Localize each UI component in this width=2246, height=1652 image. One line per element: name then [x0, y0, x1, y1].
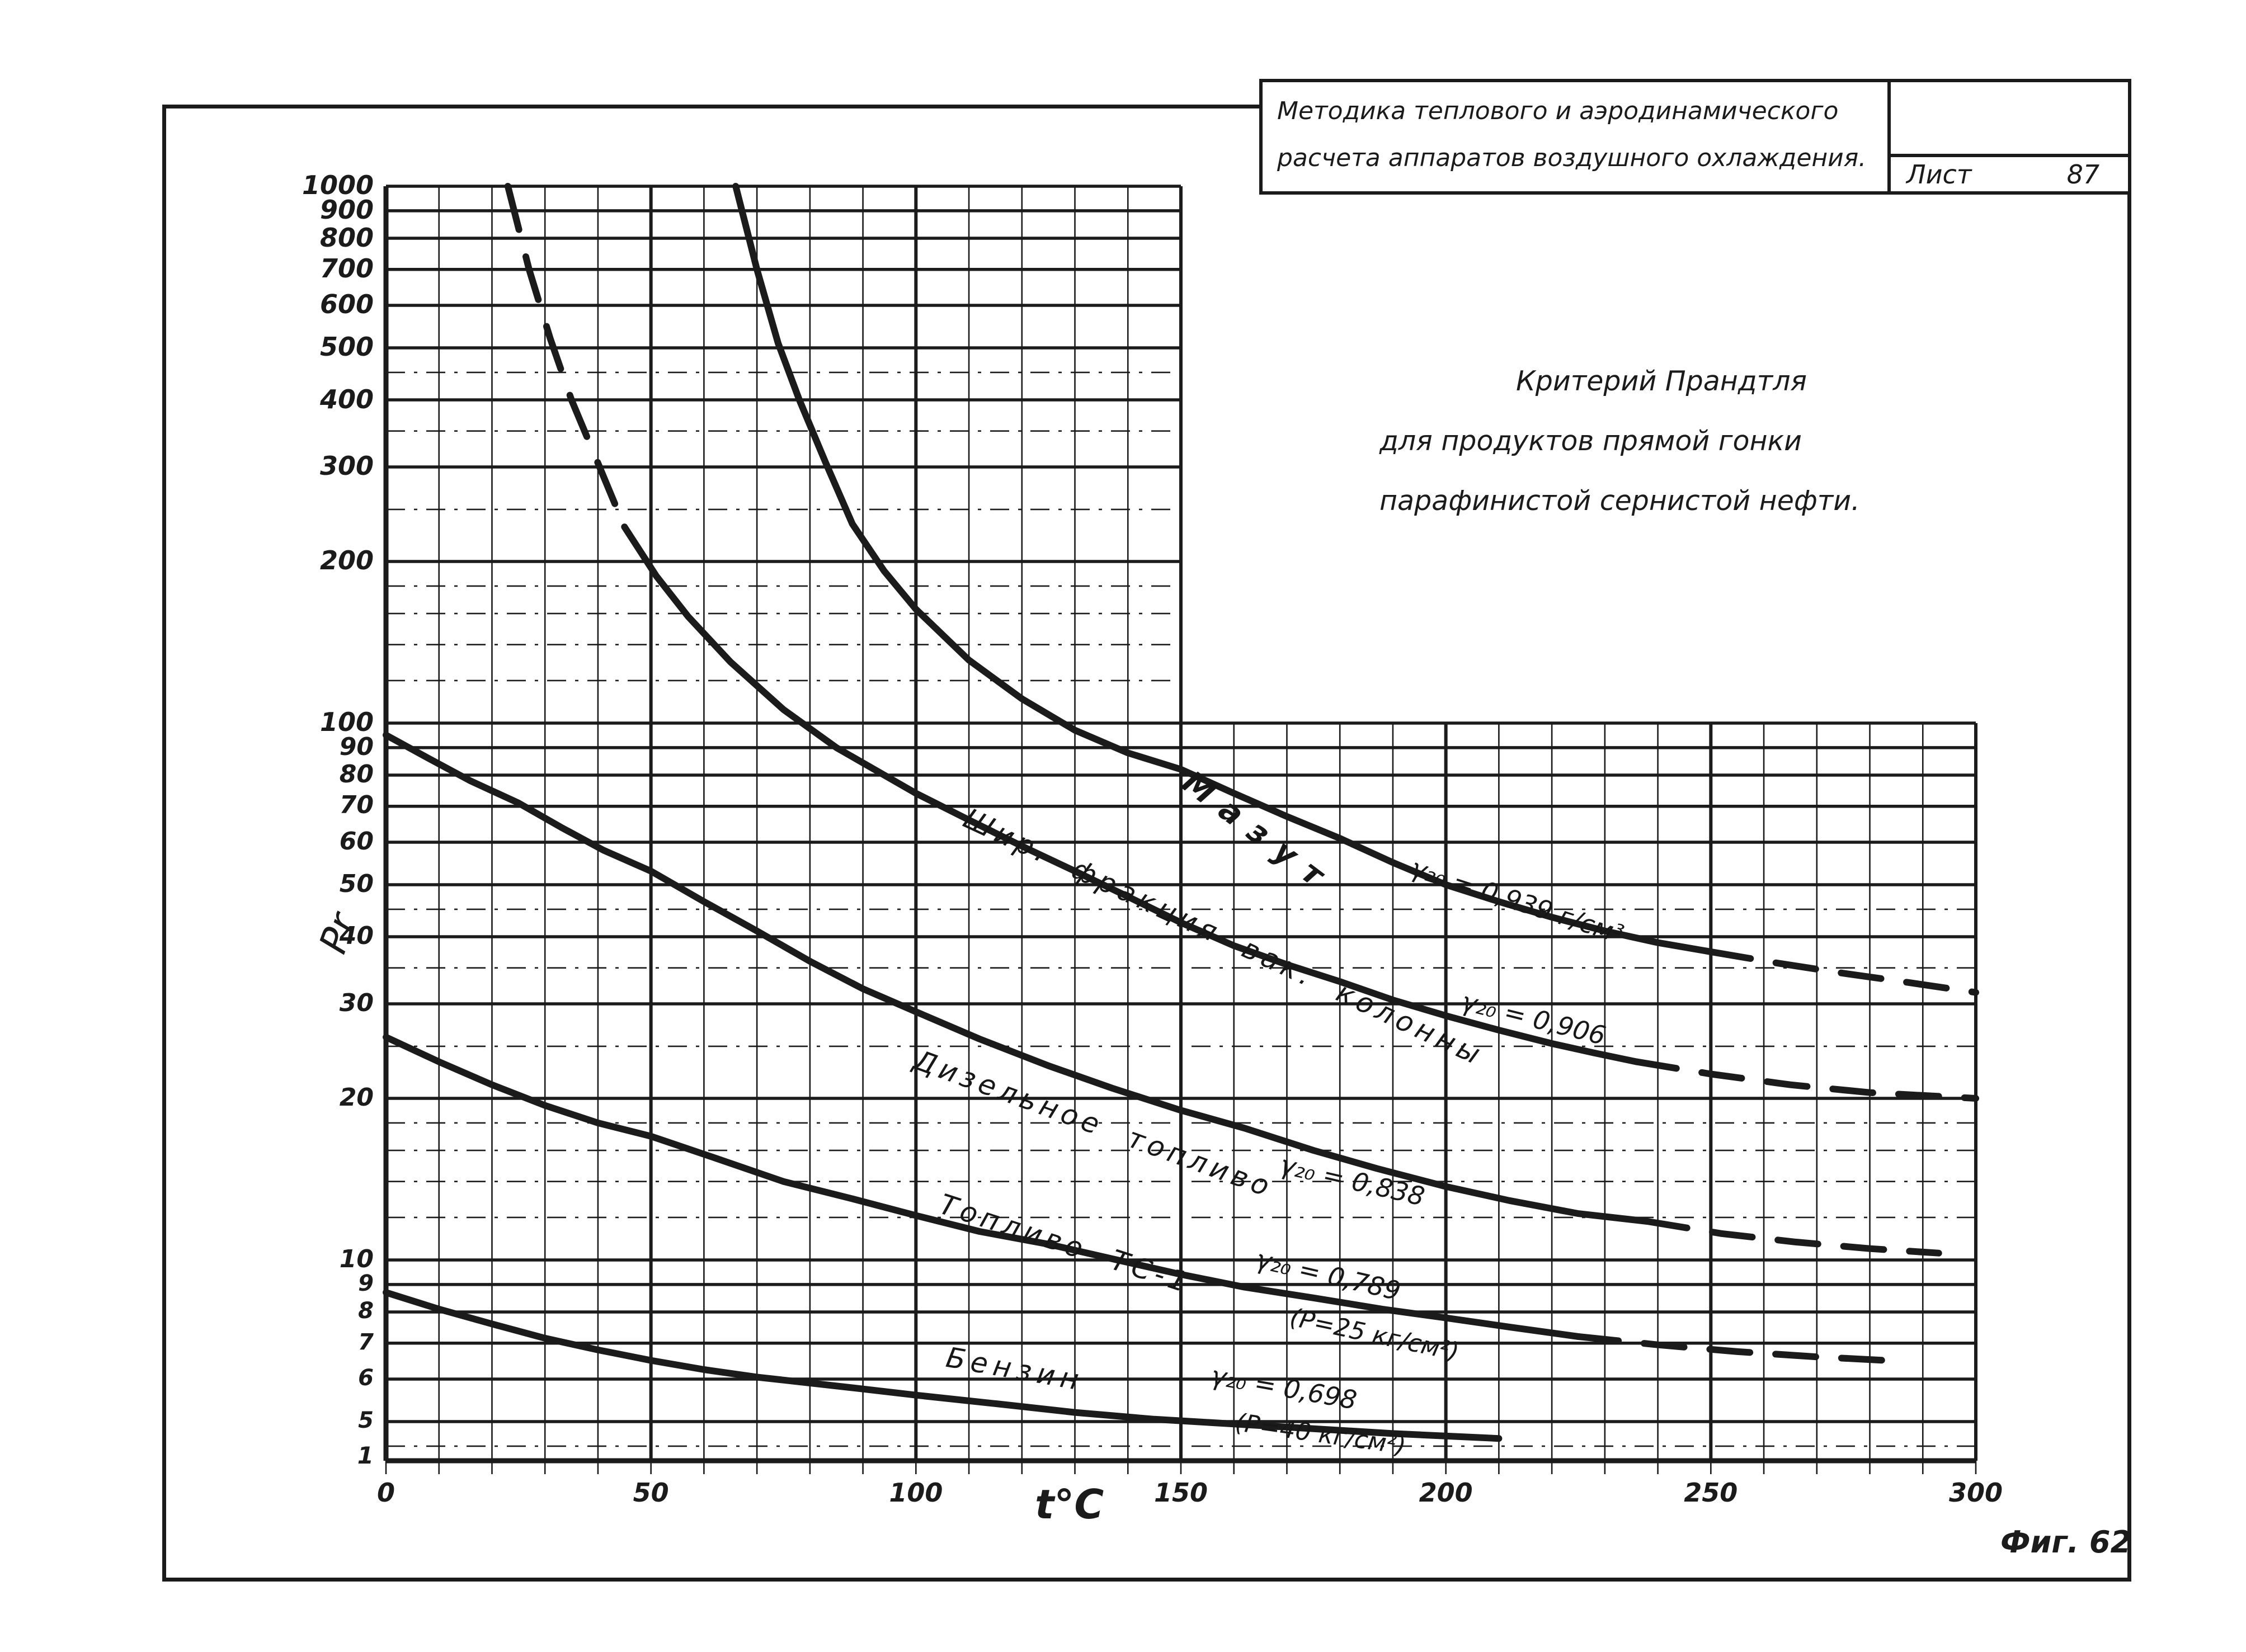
y-tick-label-60: 60: [339, 827, 374, 856]
curve-solid-2: [383, 731, 1651, 1225]
curve-solid-1: [621, 523, 1640, 1065]
y-tick-label-8: 8: [358, 1298, 374, 1324]
y-tick-label-400: 400: [319, 384, 374, 414]
y-tick-label-600: 600: [319, 289, 374, 320]
y-tick-label-90: 90: [339, 732, 374, 761]
x-tick-label-150: 150: [1153, 1478, 1208, 1508]
y-tick-label-bottom: 1: [357, 1442, 374, 1469]
x-tick-label-0: 0: [376, 1478, 395, 1508]
chart-title-line1: Критерий Прандтля: [1515, 365, 1807, 397]
x-axis-label: t°C: [1035, 1481, 1104, 1528]
sheet-number-row: Лист 87: [1891, 157, 2128, 191]
y-tick-label-80: 80: [339, 759, 374, 789]
sheet-label: Лист: [1906, 159, 1972, 190]
figure-caption: Фиг. 62: [2000, 1524, 2132, 1560]
curve-dashed-0: [1707, 948, 1979, 996]
y-tick-label-700: 700: [319, 253, 374, 284]
y-tick-label-800: 800: [319, 222, 374, 253]
y-tick-label-7: 7: [358, 1329, 374, 1355]
curve-dashed-3: [1575, 1333, 1889, 1364]
chart-title: Критерий Прандтля для продуктов прямой г…: [1376, 351, 1947, 531]
y-tick-label-30: 30: [339, 988, 374, 1017]
curve-lead-dashed-1: [504, 183, 628, 531]
y-tick-label-9: 9: [358, 1271, 374, 1297]
curve-dashed-2: [1644, 1218, 1942, 1257]
curve-solid-4: [383, 1289, 1503, 1442]
method-title-line2: расчета аппаратов воздушного охлаждения.: [1277, 144, 1867, 172]
curve-solid-0: [732, 183, 1715, 955]
y-tick-label-5: 5: [358, 1408, 374, 1434]
y-tick-label-200: 200: [319, 545, 374, 576]
title-block: Методика теплового и аэродинамического р…: [1259, 79, 2131, 195]
method-title-line1: Методика теплового и аэродинамического: [1277, 97, 1839, 125]
x-tick-label-200: 200: [1419, 1478, 1473, 1508]
y-tick-label-20: 20: [339, 1083, 374, 1112]
x-tick-label-100: 100: [889, 1478, 943, 1508]
sheet-number: 87: [2066, 159, 2100, 190]
title-block-sheet-cell: Лист 87: [1891, 82, 2128, 191]
y-tick-label-50: 50: [339, 869, 374, 898]
chart-title-line2: для продуктов прямой гонки: [1379, 425, 1802, 457]
title-block-description-cell: Методика теплового и аэродинамического р…: [1263, 82, 1891, 191]
title-block-empty-cell: [1891, 82, 2128, 157]
curve-solid-3: [383, 1033, 1582, 1340]
x-tick-label-300: 300: [1948, 1478, 2003, 1508]
y-tick-label-500: 500: [319, 332, 374, 362]
y-tick-label-1000: 1000: [302, 170, 374, 201]
sheet-border-frame: [162, 105, 2131, 1582]
x-tick-label-50: 50: [633, 1478, 669, 1508]
x-tick-label-250: 250: [1684, 1478, 1738, 1508]
y-tick-label-300: 300: [319, 451, 374, 482]
y-tick-label-6: 6: [358, 1365, 374, 1391]
y-tick-label-70: 70: [339, 791, 374, 820]
y-tick-label-100: 100: [319, 707, 374, 738]
y-tick-label-900: 900: [319, 195, 374, 225]
chart-title-line3: парафинистой сернистой нефти.: [1379, 485, 1860, 517]
y-tick-label-40: 40: [339, 921, 374, 950]
y-tick-label-10: 10: [339, 1244, 374, 1273]
curve-dashed-1: [1633, 1058, 1979, 1102]
